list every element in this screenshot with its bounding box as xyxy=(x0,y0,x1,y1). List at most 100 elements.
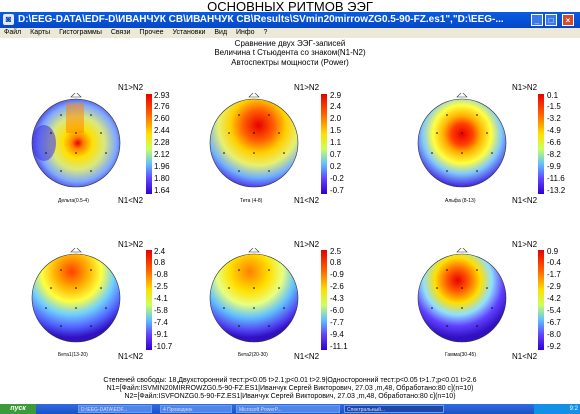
taskbar-item[interactable]: 4 Проводник xyxy=(160,405,232,413)
tick: -8.0 xyxy=(547,330,561,339)
colorbar-top-label-alpha: N1>N2 xyxy=(512,83,538,92)
topomap-beta1[interactable] xyxy=(26,248,126,348)
system-tray[interactable]: 9:2 xyxy=(534,404,580,414)
taskbar: пуск D:\EEG-DATA\EDF... 4 Проводник Micr… xyxy=(0,404,580,414)
tick: -5.8 xyxy=(154,306,168,315)
tick: -11.6 xyxy=(547,174,565,183)
tick: 0.8 xyxy=(330,258,342,267)
tick: -4.1 xyxy=(154,294,168,303)
topomap-alpha[interactable] xyxy=(412,93,512,193)
tick: -8.2 xyxy=(547,150,561,159)
tick: 0.1 xyxy=(547,91,559,100)
tick: -2.5 xyxy=(154,282,168,291)
tick: -0.4 xyxy=(547,258,561,267)
tick: -1.5 xyxy=(547,102,561,111)
tick: 2.5 xyxy=(330,247,342,256)
tick: 2.12 xyxy=(154,150,170,159)
colorbar-delta xyxy=(146,94,152,194)
tick: 1.5 xyxy=(330,126,342,135)
topomap-theta[interactable] xyxy=(204,93,304,193)
menu-help[interactable]: ? xyxy=(263,29,268,36)
tick: 2.9 xyxy=(330,91,342,100)
colorbar-theta xyxy=(321,94,327,194)
tick: -4.9 xyxy=(547,126,561,135)
tick: -1.7 xyxy=(547,270,561,279)
start-button[interactable]: пуск xyxy=(0,404,36,414)
colorbar-top-label-theta: N1>N2 xyxy=(294,83,320,92)
tick: -3.2 xyxy=(547,114,561,123)
tick: 0.2 xyxy=(330,162,342,171)
tick: -0.7 xyxy=(330,186,344,195)
tick: -5.4 xyxy=(547,306,561,315)
colorbar-top-label-beta1: N1>N2 xyxy=(118,240,144,249)
header-line2: Величина t Стьюдента со знаком(N1-N2) xyxy=(214,48,366,57)
tick: -2.6 xyxy=(330,282,344,291)
tick: 1.1 xyxy=(330,138,342,147)
menu-view[interactable]: Вид xyxy=(214,29,228,36)
tick: 0.9 xyxy=(547,247,559,256)
band-label-beta2: Бета2(20-30) xyxy=(238,352,268,358)
tick: -9.9 xyxy=(547,162,561,171)
menu-other[interactable]: Прочее xyxy=(139,29,164,36)
menu-settings[interactable]: Установки xyxy=(172,29,206,36)
topomap-beta2[interactable] xyxy=(204,248,304,348)
colorbar-bottom-label-beta1: N1<N2 xyxy=(118,352,144,361)
menu-links[interactable]: Связи xyxy=(110,29,131,36)
tick: 2.76 xyxy=(154,102,170,111)
tick: -9.4 xyxy=(330,330,344,339)
tick: -2.9 xyxy=(547,282,561,291)
colorbar-bottom-label-alpha: N1<N2 xyxy=(512,196,538,205)
menu-info[interactable]: Инфо xyxy=(236,29,255,36)
band-label-delta: Дельта(0.5-4) xyxy=(58,198,89,204)
minimize-icon[interactable]: _ xyxy=(531,14,543,26)
app-icon[interactable]: ◙ xyxy=(3,14,14,25)
topomap-gamma[interactable] xyxy=(412,248,512,348)
taskbar-item-active[interactable]: Спектральный... xyxy=(344,405,444,413)
maximize-icon[interactable]: □ xyxy=(545,14,557,26)
main-content: Сравнение двух ЭЭГ-записей Величина t Ст… xyxy=(0,38,580,404)
tick: -7.4 xyxy=(154,318,168,327)
window-titlebar[interactable]: ◙ D:\EEG-DATA\EDF-D\ИВАНЧУК СВ\ИВАНЧУК С… xyxy=(0,12,580,28)
tick: 1.64 xyxy=(154,186,170,195)
tick: -4.3 xyxy=(330,294,344,303)
menubar: Файл Карты Гистограммы Связи Прочее Уста… xyxy=(0,28,580,38)
colorbar-bottom-label-beta2: N1<N2 xyxy=(294,352,320,361)
tick: 2.44 xyxy=(154,126,170,135)
tick: -7.7 xyxy=(330,318,344,327)
tick: 2.93 xyxy=(154,91,170,100)
tick: -11.1 xyxy=(330,342,348,351)
colorbar-beta1 xyxy=(146,250,152,350)
colorbar-bottom-label-delta: N1<N2 xyxy=(118,196,144,205)
footer-file-n1: N1=[Файл:ISVMIN20MIRROWZG0.5-90-FZ.ES1|И… xyxy=(106,385,474,392)
colorbar-top-label-delta: N1>N2 xyxy=(118,83,144,92)
header-line3: Автоспектры мощности (Power) xyxy=(231,58,349,67)
colorbar-top-label-gamma: N1>N2 xyxy=(512,240,538,249)
tick: 2.60 xyxy=(154,114,170,123)
menu-maps[interactable]: Карты xyxy=(30,29,51,36)
tick: -9.1 xyxy=(154,330,168,339)
colorbar-top-label-beta2: N1>N2 xyxy=(294,240,320,249)
taskbar-item[interactable]: Microsoft PowerP... xyxy=(236,405,340,413)
tick: 1.80 xyxy=(154,174,170,183)
topomap-delta[interactable] xyxy=(26,93,126,193)
tick: 1.96 xyxy=(154,162,170,171)
tick: -0.8 xyxy=(154,270,168,279)
taskbar-item[interactable]: D:\EEG-DATA\EDF... xyxy=(78,405,152,413)
tick: -4.2 xyxy=(547,294,561,303)
menu-histograms[interactable]: Гистограммы xyxy=(59,29,102,36)
tick: 0.7 xyxy=(330,150,342,159)
colorbar-bottom-label-theta: N1<N2 xyxy=(294,196,320,205)
tick: 2.0 xyxy=(330,114,342,123)
tick: -6.7 xyxy=(547,318,561,327)
tick: 0.8 xyxy=(154,258,166,267)
colorbar-alpha xyxy=(538,94,544,194)
tick: -0.9 xyxy=(330,270,344,279)
tick: 2.4 xyxy=(330,102,342,111)
colorbar-gamma xyxy=(538,250,544,350)
menu-file[interactable]: Файл xyxy=(4,29,22,36)
tick: -6.0 xyxy=(330,306,344,315)
close-icon[interactable]: × xyxy=(562,14,574,26)
window-title: D:\EEG-DATA\EDF-D\ИВАНЧУК СВ\ИВАНЧУК СВ\… xyxy=(18,14,504,25)
header-line1: Сравнение двух ЭЭГ-записей xyxy=(234,39,346,48)
tick: -13.2 xyxy=(547,186,566,195)
